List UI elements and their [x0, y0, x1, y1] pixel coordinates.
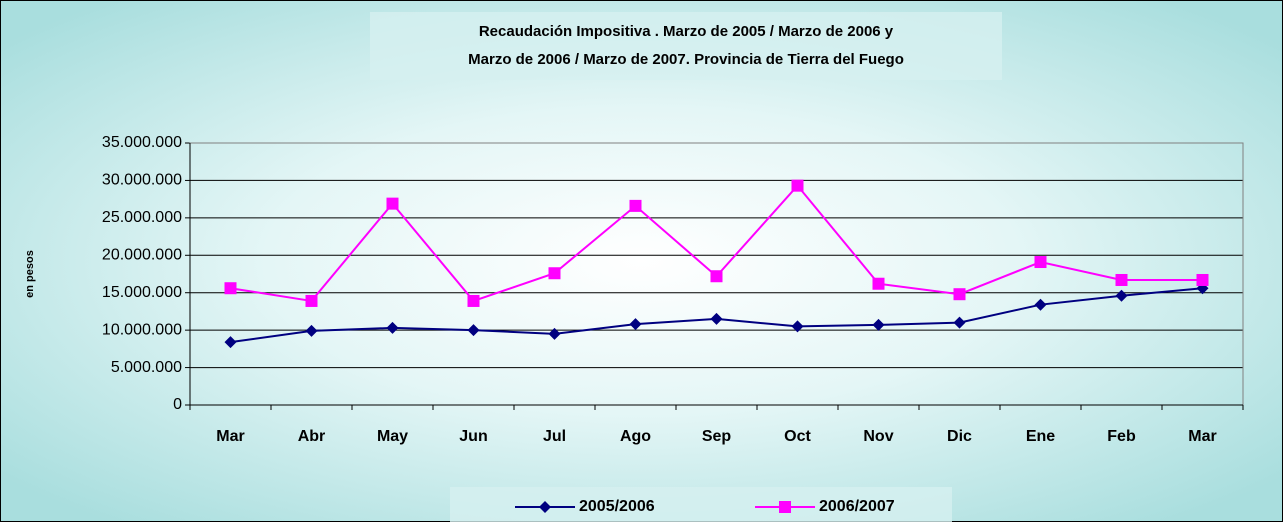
- data-point: [629, 318, 642, 331]
- data-point: [791, 179, 804, 192]
- data-point: [467, 324, 480, 337]
- chart-title: Recaudación Impositiva . Marzo de 2005 /…: [479, 23, 894, 40]
- data-point: [305, 324, 318, 337]
- x-tick-label: Mar: [1188, 428, 1216, 445]
- data-point: [953, 288, 966, 301]
- legend-box: [450, 487, 952, 522]
- x-tick-label: Jun: [459, 428, 487, 445]
- data-point: [629, 199, 642, 212]
- y-tick-label: 35.000.000: [102, 134, 182, 151]
- data-point: [548, 267, 561, 280]
- data-point: [1115, 273, 1128, 286]
- data-point: [224, 336, 237, 349]
- title-box: [370, 12, 1002, 80]
- x-tick-label: Feb: [1107, 428, 1136, 445]
- x-tick-label: May: [377, 428, 408, 445]
- data-point: [386, 321, 399, 334]
- data-point: [1034, 256, 1047, 269]
- x-tick-label: Abr: [298, 428, 326, 445]
- y-tick-label: 0: [173, 396, 182, 413]
- legend-marker: [779, 501, 791, 513]
- x-tick-label: Jul: [543, 428, 566, 445]
- data-point: [548, 327, 561, 340]
- legend-label: 2005/2006: [579, 498, 655, 515]
- data-point: [1034, 298, 1047, 311]
- data-point: [953, 316, 966, 329]
- y-tick-label: 30.000.000: [102, 172, 182, 189]
- y-tick-label: 5.000.000: [111, 359, 182, 376]
- data-point: [1196, 273, 1209, 286]
- y-axis-label: en pesos: [24, 250, 36, 298]
- y-tick-label: 15.000.000: [102, 284, 182, 301]
- data-point: [224, 282, 237, 295]
- y-tick-label: 20.000.000: [102, 247, 182, 264]
- legend-marker: [539, 501, 551, 513]
- data-point: [872, 277, 885, 290]
- y-tick-label: 25.000.000: [102, 209, 182, 226]
- x-tick-label: Sep: [702, 428, 732, 445]
- data-point: [710, 312, 723, 325]
- data-point: [791, 320, 804, 333]
- data-point: [467, 294, 480, 307]
- x-tick-label: Oct: [784, 428, 811, 445]
- data-point: [872, 318, 885, 331]
- data-point: [710, 270, 723, 283]
- y-tick-label: 10.000.000: [102, 321, 182, 338]
- data-point: [305, 294, 318, 307]
- x-tick-label: Mar: [216, 428, 244, 445]
- data-point: [386, 197, 399, 210]
- legend-label: 2006/2007: [819, 498, 895, 515]
- data-point: [1115, 289, 1128, 302]
- x-tick-label: Dic: [947, 428, 972, 445]
- chart-title: Marzo de 2006 / Marzo de 2007. Provincia…: [468, 51, 904, 68]
- x-tick-label: Nov: [863, 428, 893, 445]
- x-tick-label: Ago: [620, 428, 651, 445]
- x-tick-label: Ene: [1026, 428, 1055, 445]
